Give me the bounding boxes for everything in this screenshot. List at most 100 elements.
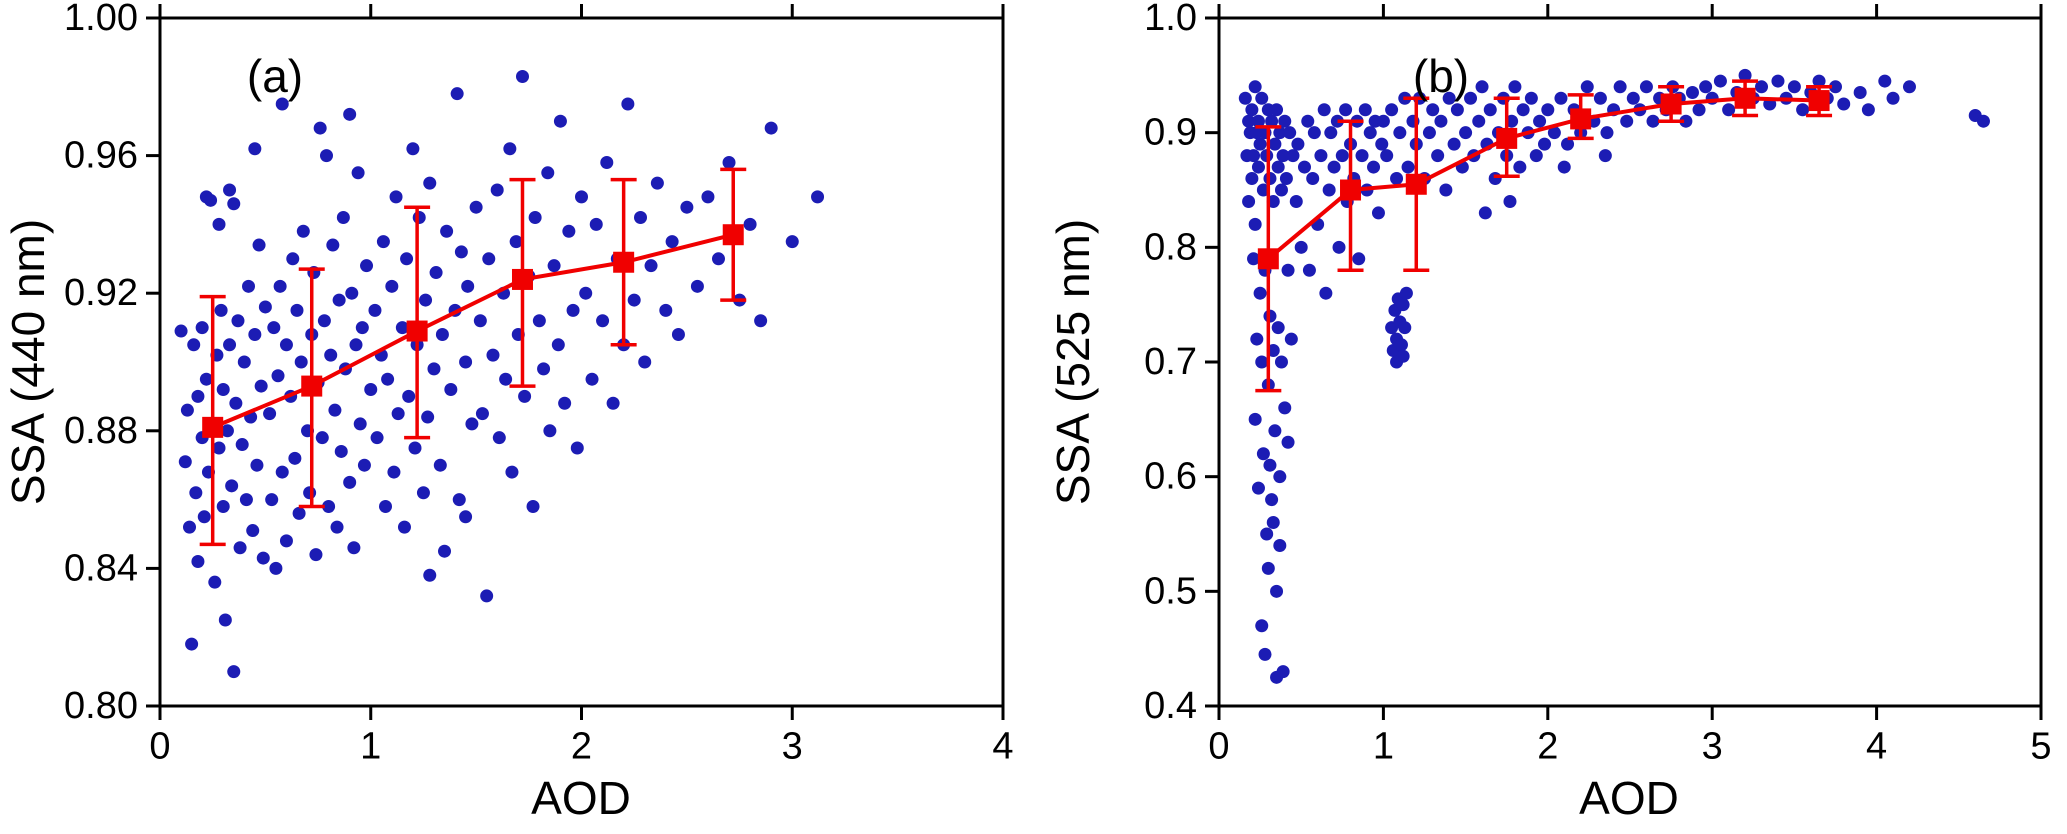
scatter-point: [1516, 103, 1530, 117]
scatter-point: [811, 190, 825, 204]
scatter-point: [690, 279, 704, 293]
y-tick-label: 0.80: [64, 685, 138, 727]
scatter-point: [279, 338, 293, 352]
scatter-point: [286, 252, 300, 266]
scatter-point: [231, 314, 245, 328]
scatter-point: [1322, 183, 1336, 197]
scatter-point: [1266, 516, 1280, 530]
scatter-point: [475, 407, 489, 421]
scatter-point: [315, 431, 329, 445]
scatter-point: [1620, 114, 1634, 128]
scatter-point: [1247, 149, 1261, 163]
scatter-point: [180, 403, 194, 417]
scatter-point: [389, 190, 403, 204]
y-tick-label: 0.84: [64, 547, 138, 589]
scatter-point: [1253, 286, 1267, 300]
scatter-point: [627, 293, 641, 307]
scatter-point: [271, 369, 285, 383]
scatter-point: [1503, 194, 1517, 208]
y-tick-label: 1.00: [64, 0, 138, 39]
scatter-point: [1459, 126, 1473, 140]
scatter-point: [1886, 91, 1900, 105]
scatter-point: [1273, 470, 1287, 484]
scatter-point: [621, 97, 635, 111]
scatter-point: [1398, 321, 1412, 335]
scatter-point: [1255, 355, 1269, 369]
scatter-point: [1593, 91, 1607, 105]
scatter-point: [1547, 126, 1561, 140]
x-tick-label: 0: [149, 725, 170, 767]
scatter-point: [435, 327, 449, 341]
scatter-point: [423, 568, 437, 582]
scatter-point: [334, 444, 348, 458]
scatter-point: [440, 224, 454, 238]
scatter-point: [187, 338, 201, 352]
scatter-point: [303, 486, 317, 500]
scatter-point: [239, 493, 253, 507]
scatter-point: [212, 217, 226, 231]
scatter-point: [189, 486, 203, 500]
scatter-point: [1307, 126, 1321, 140]
scatter-point: [1263, 458, 1277, 472]
scatter-point: [183, 520, 197, 534]
scatter-point: [1787, 80, 1801, 94]
mean-marker: [1734, 87, 1756, 109]
x-tick-label: 3: [782, 725, 803, 767]
scatter-point: [1327, 160, 1341, 174]
scatter-point: [345, 286, 359, 300]
scatter-point: [1319, 286, 1333, 300]
scatter-point: [252, 238, 266, 252]
plot-frame: [1217, 16, 2043, 708]
scatter-point: [1271, 321, 1285, 335]
y-tick-label: 0.9: [1144, 112, 1197, 154]
scatter-point: [423, 176, 437, 190]
scatter-point: [364, 383, 378, 397]
scatter-point: [1268, 137, 1282, 151]
scatter-point: [553, 114, 567, 128]
scatter-point: [381, 372, 395, 386]
scatter-point: [1268, 424, 1282, 438]
scatter-point: [532, 314, 546, 328]
scatter-point: [368, 303, 382, 317]
scatter-point: [1352, 252, 1366, 266]
scatter-point: [1713, 74, 1727, 88]
x-tick-label: 3: [1702, 725, 1723, 767]
scatter-point: [353, 417, 367, 431]
scatter-point: [328, 403, 342, 417]
scatter-point: [1755, 80, 1769, 94]
scatter-point: [1242, 114, 1256, 128]
scatter-point: [644, 259, 658, 273]
scatter-point: [509, 235, 523, 249]
scatter-point: [515, 69, 529, 83]
mean-line: [211, 232, 734, 430]
scatter-point: [214, 303, 228, 317]
scatter-point: [395, 321, 409, 335]
scatter-point: [1265, 493, 1279, 507]
mean-marker: [613, 251, 635, 273]
scatter-point: [385, 279, 399, 293]
scatter-point: [1245, 103, 1259, 117]
mean-marker: [202, 416, 224, 438]
scatter-point: [370, 431, 384, 445]
scatter-point: [596, 314, 610, 328]
scatter-point: [1314, 149, 1328, 163]
scatter-point: [1339, 103, 1353, 117]
scatter-point: [1399, 286, 1413, 300]
scatter-points: [174, 69, 825, 679]
scatter-point: [1538, 137, 1552, 151]
scatter-point: [248, 142, 262, 156]
x-tick-label: 4: [992, 725, 1013, 767]
scatter-point: [1248, 80, 1262, 94]
scatter-point: [579, 286, 593, 300]
scatter-point: [347, 541, 361, 555]
mean-marker: [511, 268, 533, 290]
scatter-point: [1291, 137, 1305, 151]
y-tick-label: 0.7: [1144, 341, 1197, 383]
mean-line: [1267, 96, 1820, 261]
plot-area-a: 0 1 2 3 4 0.80 0.84 0.88 0.92 0.96 1.00: [64, 0, 1014, 767]
scatter-point: [195, 321, 209, 335]
mean-marker: [1808, 90, 1830, 112]
scatter-point: [309, 548, 323, 562]
scatter-point: [397, 520, 411, 534]
scatter-point: [319, 149, 333, 163]
